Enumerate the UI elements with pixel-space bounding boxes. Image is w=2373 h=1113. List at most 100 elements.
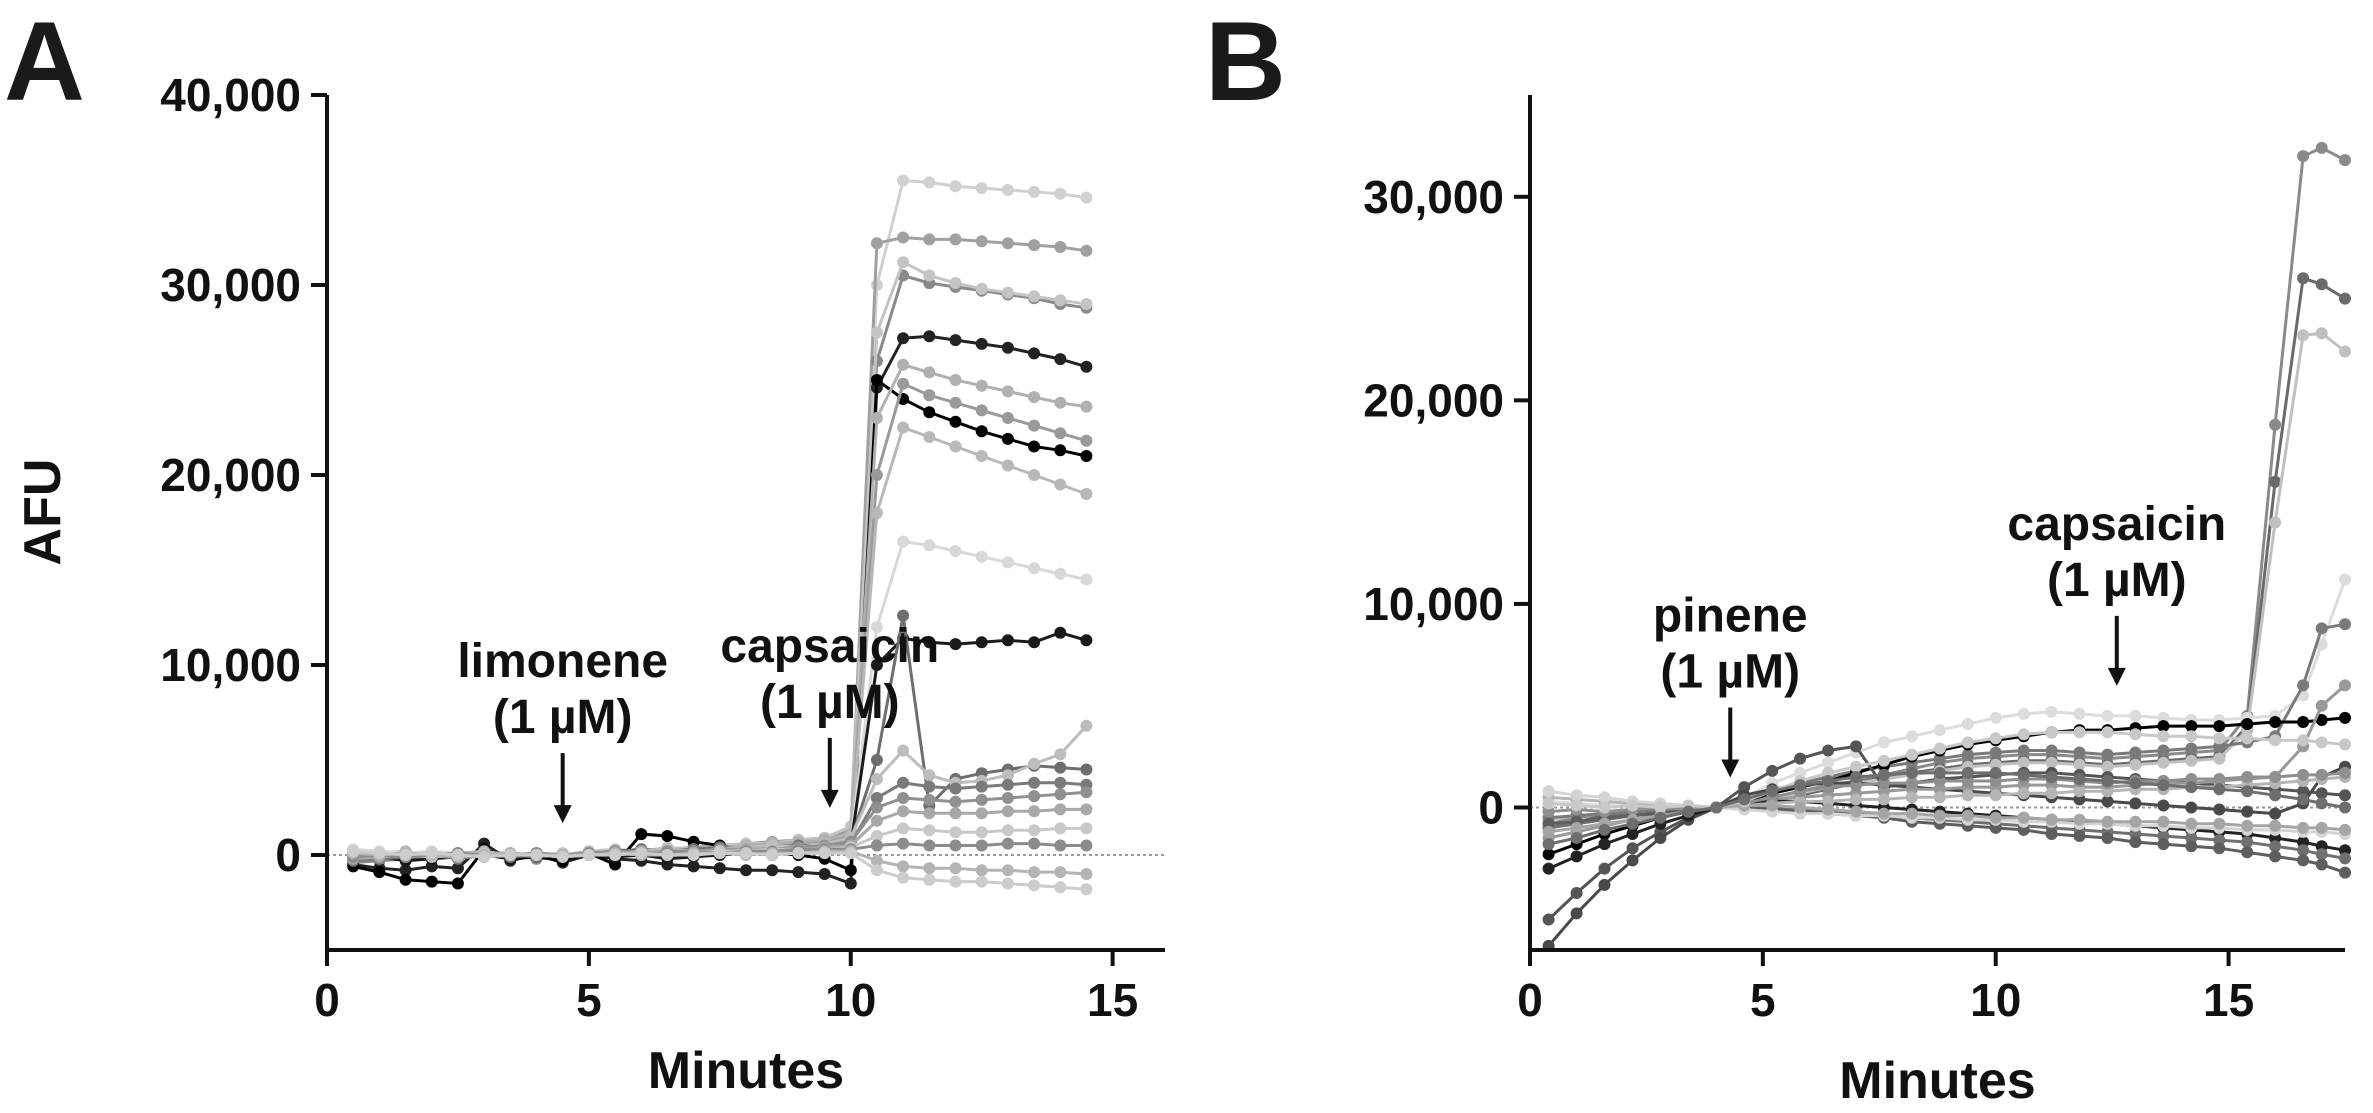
data-point	[897, 535, 910, 548]
data-point	[373, 847, 386, 860]
data-point	[975, 780, 988, 793]
y-tick-label: 30,000	[1363, 171, 1504, 223]
data-point	[1877, 754, 1890, 767]
data-point	[844, 877, 857, 890]
data-point	[2157, 799, 2170, 812]
data-point	[399, 873, 412, 886]
data-point	[2315, 787, 2328, 800]
data-point	[870, 814, 883, 827]
data-point	[2315, 797, 2328, 810]
data-point	[923, 839, 936, 852]
data-point	[870, 839, 883, 852]
x-tick-label: 5	[1750, 974, 1776, 1026]
data-point	[1542, 838, 1555, 851]
data-point	[897, 377, 910, 390]
data-point	[2297, 793, 2310, 806]
data-point	[923, 233, 936, 246]
data-point	[1626, 828, 1639, 840]
data-point	[870, 830, 883, 842]
data-point	[2315, 768, 2328, 781]
y-tick-label: 0	[275, 829, 301, 881]
y-tick-label: 20,000	[160, 449, 301, 501]
data-point	[530, 849, 543, 861]
data-point	[1933, 809, 1946, 822]
data-point	[975, 875, 988, 888]
data-point	[975, 839, 988, 852]
data-point	[1028, 185, 1041, 198]
data-point	[1054, 241, 1067, 253]
data-point	[1054, 761, 1067, 774]
data-point	[1654, 811, 1667, 824]
data-point	[2017, 787, 2030, 800]
data-point	[870, 621, 883, 633]
data-point	[1933, 766, 1946, 779]
annotation-arrowhead	[1721, 759, 1740, 778]
data-point	[2073, 758, 2086, 771]
data-point	[2045, 828, 2058, 840]
data-point	[923, 636, 936, 649]
data-point	[2269, 734, 2282, 747]
x-axis-title: Minutes	[648, 1042, 844, 1100]
data-point	[1598, 791, 1611, 804]
series-line-13	[353, 724, 1088, 859]
data-point	[2269, 771, 2282, 783]
data-point	[2297, 329, 2310, 342]
data-point	[2101, 815, 2114, 828]
data-point	[975, 235, 988, 248]
data-point	[1933, 724, 1946, 737]
data-point	[2157, 756, 2170, 769]
data-point	[2339, 711, 2351, 724]
data-point	[1028, 469, 1041, 481]
data-point	[1080, 719, 1093, 732]
data-point	[949, 396, 962, 409]
data-point	[949, 826, 962, 839]
data-point	[2017, 728, 2030, 741]
data-point	[1028, 391, 1041, 404]
data-point	[923, 389, 936, 402]
data-point	[2045, 726, 2058, 739]
data-point	[2339, 852, 2351, 865]
data-point	[2339, 679, 2351, 692]
data-point	[1028, 239, 1041, 252]
data-point	[1080, 488, 1093, 500]
data-point	[2297, 785, 2310, 798]
data-point	[347, 845, 360, 858]
data-point	[2017, 811, 2030, 824]
data-point	[1877, 736, 1890, 749]
data-point	[1001, 556, 1014, 569]
data-point	[897, 231, 910, 244]
data-point	[1850, 771, 1862, 783]
data-point	[1542, 785, 1555, 798]
data-point	[923, 862, 936, 875]
data-point	[2241, 805, 2254, 818]
data-point	[818, 847, 831, 860]
y-tick-label: 10,000	[1363, 578, 1504, 630]
data-point	[949, 638, 962, 651]
data-point	[2185, 817, 2198, 830]
data-point	[1028, 290, 1041, 303]
data-point	[2213, 817, 2226, 830]
data-point	[897, 421, 910, 434]
data-point	[2101, 709, 2114, 722]
data-point	[1054, 788, 1067, 801]
data-point	[2241, 771, 2254, 783]
data-point	[975, 864, 988, 877]
data-point	[2269, 418, 2282, 431]
data-point	[1080, 434, 1093, 447]
panel-label-a: A	[4, 0, 85, 124]
data-point	[949, 545, 962, 557]
data-point	[1001, 385, 1014, 398]
data-point	[2157, 744, 2170, 757]
data-point	[1001, 184, 1014, 196]
data-point	[1710, 801, 1723, 814]
data-point	[870, 412, 883, 424]
data-point	[2315, 858, 2328, 871]
data-point	[1028, 757, 1041, 770]
data-point	[2073, 830, 2086, 842]
data-point	[2339, 789, 2351, 802]
data-point	[2241, 732, 2254, 745]
data-point	[2297, 272, 2310, 285]
data-point	[1850, 805, 1862, 818]
data-point	[1626, 854, 1639, 867]
